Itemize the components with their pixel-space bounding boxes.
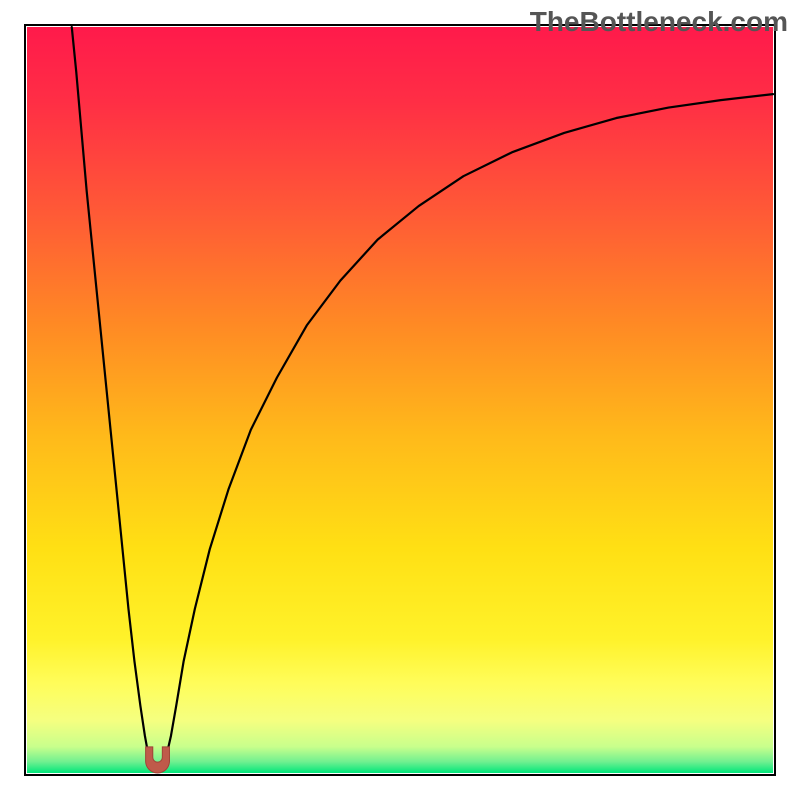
chart-container: TheBottleneck.com — [0, 0, 800, 800]
bottleneck-chart — [0, 0, 800, 800]
